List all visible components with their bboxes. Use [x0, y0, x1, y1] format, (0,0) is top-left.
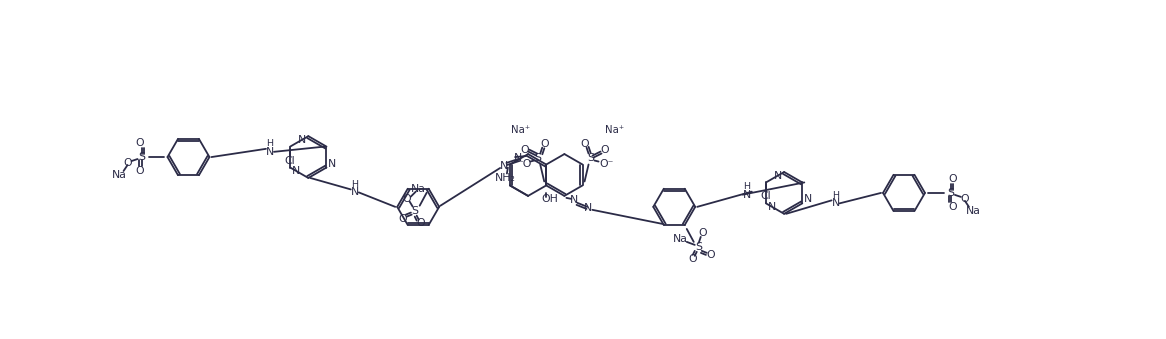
Text: O: O [707, 250, 715, 260]
Text: N: N [831, 198, 840, 208]
Text: Cl: Cl [760, 192, 771, 201]
Text: N: N [584, 203, 592, 213]
Text: O: O [949, 174, 957, 184]
Text: Na⁺: Na⁺ [511, 125, 529, 135]
Text: H: H [743, 182, 750, 191]
Text: N: N [351, 187, 359, 197]
Text: ⁻O: ⁻O [517, 159, 532, 168]
Text: Na: Na [112, 170, 127, 180]
Text: Na: Na [673, 234, 688, 244]
Text: O: O [961, 194, 969, 204]
Text: N: N [500, 161, 508, 171]
Text: Na⁺: Na⁺ [605, 125, 624, 135]
Text: N: N [805, 194, 813, 204]
Text: N: N [774, 171, 782, 181]
Text: S: S [695, 242, 702, 252]
Text: S: S [138, 152, 145, 162]
Text: NH₂: NH₂ [494, 174, 515, 183]
Text: O: O [135, 138, 143, 148]
Text: S: S [412, 206, 419, 216]
Text: O: O [688, 254, 697, 264]
Text: S: S [535, 153, 542, 162]
Text: O: O [581, 139, 589, 148]
Text: O: O [399, 214, 407, 224]
Text: N: N [266, 147, 274, 157]
Text: O⁻: O⁻ [599, 159, 613, 168]
Text: O: O [540, 139, 548, 148]
Text: N: N [329, 159, 337, 168]
Text: S: S [948, 188, 955, 198]
Text: N: N [292, 166, 301, 177]
Text: O: O [600, 144, 609, 155]
Text: O: O [402, 194, 412, 204]
Text: O: O [124, 158, 132, 168]
Text: Cl: Cl [285, 156, 295, 165]
Text: O: O [416, 218, 424, 227]
Text: O: O [698, 228, 707, 238]
Text: H: H [351, 180, 358, 189]
Text: H: H [267, 139, 274, 148]
Text: N: N [298, 135, 307, 145]
Text: N: N [570, 195, 578, 205]
Text: OH: OH [542, 194, 559, 204]
Text: H: H [833, 191, 840, 200]
Text: N: N [768, 202, 777, 212]
Text: O: O [135, 166, 143, 176]
Text: N: N [743, 190, 751, 200]
Text: N: N [514, 153, 522, 163]
Text: O: O [520, 144, 528, 155]
Text: Na: Na [412, 184, 426, 194]
Text: Na: Na [965, 206, 981, 216]
Text: S: S [586, 153, 593, 162]
Text: O: O [949, 202, 957, 212]
